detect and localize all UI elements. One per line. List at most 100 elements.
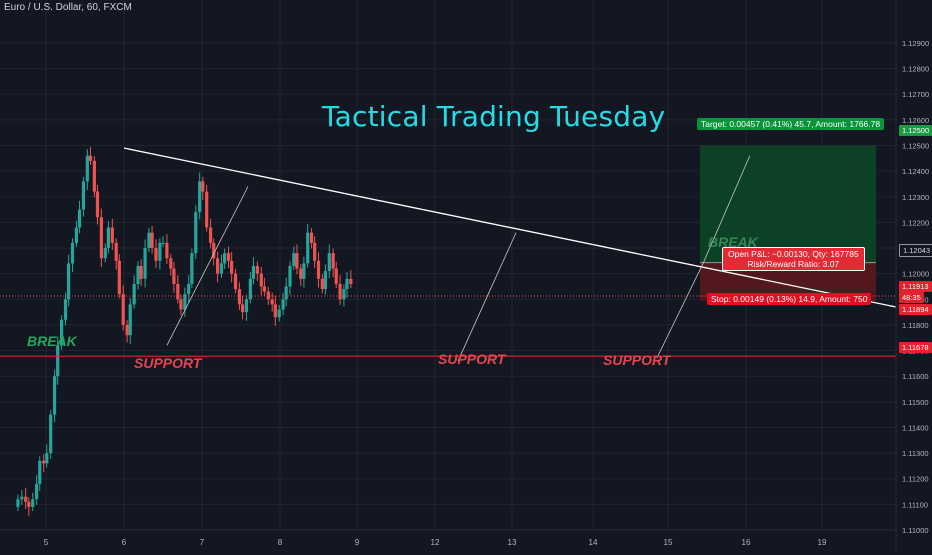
candle-body: [313, 242, 317, 261]
x-tick-label: 6: [122, 538, 127, 547]
candle-body: [323, 271, 328, 290]
candle: [292, 246, 296, 271]
y-tick-label: 1.11500: [902, 398, 929, 407]
candle-body: [327, 253, 331, 272]
candle-body: [259, 273, 263, 287]
symbol-title: Euro / U.S. Dollar, 60, FXCM: [4, 2, 132, 13]
candle: [270, 292, 274, 312]
target-price-tag: 1.12500: [899, 125, 932, 136]
y-tick-label: 1.12400: [902, 167, 929, 176]
candle-body: [117, 260, 121, 295]
candle-body: [295, 253, 299, 269]
projection-arrow-1: [166, 186, 249, 346]
candle: [277, 304, 281, 322]
break-label-left: BREAK: [27, 333, 77, 349]
candle: [313, 236, 317, 269]
candle: [158, 238, 162, 270]
candle-body: [334, 268, 338, 284]
candle: [165, 234, 169, 264]
candle: [31, 492, 35, 512]
candle: [187, 275, 191, 303]
candle-body: [349, 278, 353, 284]
price-axis: [896, 0, 932, 550]
candle: [56, 336, 60, 385]
risk-reward-line: Risk/Reward Ratio: 3.07: [747, 259, 840, 269]
candle-body: [302, 263, 306, 279]
candle: [273, 295, 277, 326]
candle-body: [237, 289, 242, 305]
y-tick-label: 1.12700: [902, 90, 929, 99]
candle-body: [139, 265, 143, 279]
candle: [99, 208, 103, 267]
candle-body: [24, 496, 28, 502]
x-tick-label: 12: [431, 538, 440, 547]
candle: [233, 269, 238, 294]
candle: [320, 274, 324, 294]
candle-body: [67, 263, 71, 300]
x-tick-label: 16: [742, 538, 751, 547]
candle: [230, 252, 234, 283]
candle-body: [45, 453, 49, 464]
candle-body: [114, 242, 118, 261]
support-label-2: SUPPORT: [438, 351, 506, 367]
candle: [179, 294, 183, 316]
candle: [262, 277, 266, 296]
x-tick-label: 7: [200, 538, 205, 547]
candle-body: [77, 209, 82, 228]
candle: [139, 259, 143, 286]
candle: [240, 295, 245, 320]
candle-body: [345, 278, 349, 290]
y-tick-label: 1.12200: [902, 218, 929, 227]
candle: [219, 254, 224, 278]
candle-body: [187, 283, 191, 295]
candle-body: [16, 499, 20, 507]
candle: [128, 297, 132, 344]
support-label-1: SUPPORT: [134, 355, 202, 371]
candle-body: [198, 181, 202, 213]
candle: [248, 272, 252, 304]
projection-arrow-2: [457, 232, 517, 361]
candle-body: [179, 299, 183, 310]
candle: [237, 282, 242, 311]
candle: [176, 275, 180, 304]
x-tick-label: 14: [589, 538, 598, 547]
candle: [205, 184, 209, 232]
candle: [327, 244, 331, 279]
candle: [16, 494, 20, 512]
candle: [244, 294, 249, 321]
candle: [117, 254, 121, 299]
candle-body: [128, 304, 132, 336]
candle-body: [219, 263, 224, 274]
entry-price-tag: 1.12043: [899, 244, 932, 257]
candle-body: [147, 232, 151, 249]
candle-body: [42, 460, 46, 464]
candle-body: [165, 242, 169, 259]
y-tick-label: 1.12600: [902, 116, 929, 125]
y-tick-label: 1.12900: [902, 39, 929, 48]
candle-body: [154, 248, 158, 261]
candle: [208, 218, 213, 249]
stop-label: Stop: 0.00149 (0.13%) 14.9, Amount: 750: [707, 293, 872, 305]
y-tick-label: 1.11000: [902, 526, 929, 535]
projection-arrow-4: [702, 155, 751, 264]
candle-body: [35, 483, 39, 500]
y-tick-label: 1.11600: [902, 372, 929, 381]
candle: [63, 292, 68, 326]
candle-body: [132, 283, 136, 305]
candle-body: [248, 278, 252, 300]
candle-body: [95, 191, 100, 218]
candle-body: [74, 227, 79, 243]
candle-body: [121, 294, 125, 325]
candle: [88, 147, 93, 165]
candle-body: [161, 242, 165, 244]
candle-body: [292, 253, 296, 266]
candle-body: [190, 253, 194, 284]
candle-body: [52, 376, 57, 415]
candle-body: [143, 248, 147, 279]
candle: [302, 256, 306, 288]
candle: [251, 257, 256, 285]
candle: [121, 285, 125, 331]
candle-body: [172, 268, 176, 284]
